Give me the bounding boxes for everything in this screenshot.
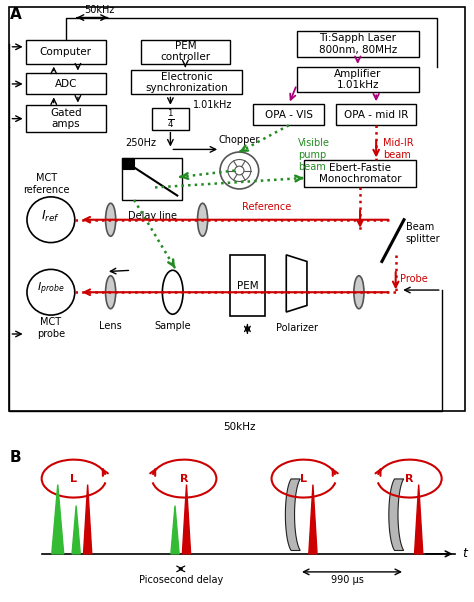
Text: Ebert-Fastie
Monochromator: Ebert-Fastie Monochromator xyxy=(319,163,401,184)
Text: R: R xyxy=(180,474,189,483)
Text: Picosecond delay: Picosecond delay xyxy=(138,576,223,585)
FancyBboxPatch shape xyxy=(230,255,264,317)
Text: L: L xyxy=(70,474,77,483)
Text: $I_{probe}$: $I_{probe}$ xyxy=(37,281,64,297)
FancyBboxPatch shape xyxy=(253,104,324,125)
Polygon shape xyxy=(415,485,423,554)
FancyBboxPatch shape xyxy=(26,105,106,132)
FancyBboxPatch shape xyxy=(140,40,230,64)
FancyBboxPatch shape xyxy=(122,158,182,200)
Text: PEM: PEM xyxy=(237,281,258,291)
Text: 250Hz: 250Hz xyxy=(126,138,156,148)
Polygon shape xyxy=(286,255,307,312)
Text: $\frac{1}{4}$: $\frac{1}{4}$ xyxy=(167,108,174,129)
FancyBboxPatch shape xyxy=(297,67,419,92)
Text: A: A xyxy=(9,7,21,22)
FancyBboxPatch shape xyxy=(131,70,242,95)
FancyBboxPatch shape xyxy=(26,73,106,95)
Text: Mid-IR
beam: Mid-IR beam xyxy=(383,138,414,160)
Text: PEM
controller: PEM controller xyxy=(160,41,210,63)
FancyBboxPatch shape xyxy=(297,31,419,57)
Ellipse shape xyxy=(354,276,364,309)
Polygon shape xyxy=(285,479,300,550)
FancyBboxPatch shape xyxy=(304,160,416,187)
Text: ADC: ADC xyxy=(55,79,77,89)
Text: Electronic
synchronization: Electronic synchronization xyxy=(145,72,228,93)
Polygon shape xyxy=(389,479,404,550)
Text: Lens: Lens xyxy=(99,321,122,331)
Ellipse shape xyxy=(106,276,116,309)
Text: Ti:Sapph Laser
800nm, 80MHz: Ti:Sapph Laser 800nm, 80MHz xyxy=(319,33,397,55)
Text: Reference: Reference xyxy=(242,202,292,212)
Text: 50kHz: 50kHz xyxy=(84,5,114,16)
Polygon shape xyxy=(171,506,179,554)
Text: OPA - VIS: OPA - VIS xyxy=(265,110,313,120)
Text: Probe: Probe xyxy=(400,275,428,284)
Text: Gated
amps: Gated amps xyxy=(50,108,82,129)
Text: Beam
splitter: Beam splitter xyxy=(406,222,440,244)
FancyBboxPatch shape xyxy=(336,104,416,125)
Polygon shape xyxy=(52,485,64,554)
FancyBboxPatch shape xyxy=(152,108,189,129)
Text: MCT
reference: MCT reference xyxy=(23,173,70,194)
Text: Chopper: Chopper xyxy=(219,135,260,145)
Text: Amplifier
1.01kHz: Amplifier 1.01kHz xyxy=(334,69,382,90)
Text: Polarizer: Polarizer xyxy=(275,323,318,333)
Text: Sample: Sample xyxy=(155,321,191,331)
Text: 990 μs: 990 μs xyxy=(331,576,364,585)
Polygon shape xyxy=(182,485,191,554)
Text: $I_{ref}$: $I_{ref}$ xyxy=(41,209,60,224)
Polygon shape xyxy=(309,485,317,554)
Ellipse shape xyxy=(106,203,116,236)
Text: Delay line: Delay line xyxy=(128,211,176,221)
Ellipse shape xyxy=(198,203,208,236)
Text: 50kHz: 50kHz xyxy=(223,422,255,432)
FancyBboxPatch shape xyxy=(26,40,106,64)
FancyBboxPatch shape xyxy=(122,158,134,169)
Text: B: B xyxy=(9,450,21,465)
Text: L: L xyxy=(300,474,307,483)
Text: 1.01kHz: 1.01kHz xyxy=(193,101,233,111)
Text: OPA - mid IR: OPA - mid IR xyxy=(344,110,408,120)
Ellipse shape xyxy=(163,270,183,314)
Polygon shape xyxy=(72,506,80,554)
Text: Visible
pump
beam: Visible pump beam xyxy=(298,138,330,172)
Text: t: t xyxy=(462,547,467,560)
Text: MCT
probe: MCT probe xyxy=(37,317,65,339)
Polygon shape xyxy=(83,485,92,554)
Text: Computer: Computer xyxy=(40,46,92,57)
Text: R: R xyxy=(405,474,414,483)
